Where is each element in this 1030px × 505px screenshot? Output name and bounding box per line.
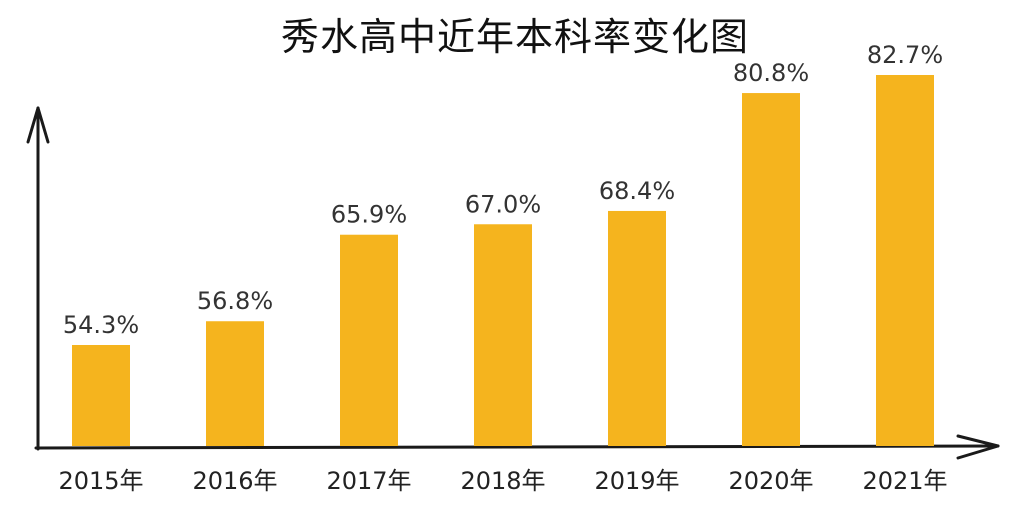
x-tick-label-2021年: 2021年 [862,467,947,495]
value-label-2015年: 54.3% [63,311,139,339]
x-axis-line [34,444,1000,450]
chart-title: 秀水高中近年本科率变化图 [280,15,749,59]
bar-2017年 [340,234,398,446]
x-tick-label-2015年: 2015年 [58,467,143,495]
value-label-2018年: 67.0% [465,190,541,218]
x-tick-label-2018年: 2018年 [460,467,545,495]
bar-2018年 [474,224,532,446]
value-label-2016年: 56.8% [197,287,273,315]
chart-axes [26,106,1000,460]
x-tick-label-2020年: 2020年 [728,467,813,495]
bar-2020年 [742,93,800,446]
x-tick-label-2016年: 2016年 [192,467,277,495]
value-label-2021年: 82.7% [867,41,943,69]
value-label-2017年: 65.9% [331,201,407,229]
bar-2021年 [876,75,934,446]
bar-2016年 [206,321,264,446]
bar-2015年 [72,345,130,446]
value-labels: 54.3% 56.8% 65.9% 67.0% 68.4% 80.8% 82.7% [63,41,943,339]
x-tick-label-2017年: 2017年 [326,467,411,495]
x-axis-arrow-icon [956,434,1000,460]
value-label-2020年: 80.8% [733,59,809,87]
bar-series [72,75,934,446]
bar-2019年 [608,210,666,446]
value-label-2019年: 68.4% [599,177,675,205]
y-axis-arrow-icon [26,106,50,144]
x-tick-label-2019年: 2019年 [594,467,679,495]
x-tick-labels: 2015年 2016年 2017年 2018年 2019年 2020年 2021年 [58,467,947,495]
